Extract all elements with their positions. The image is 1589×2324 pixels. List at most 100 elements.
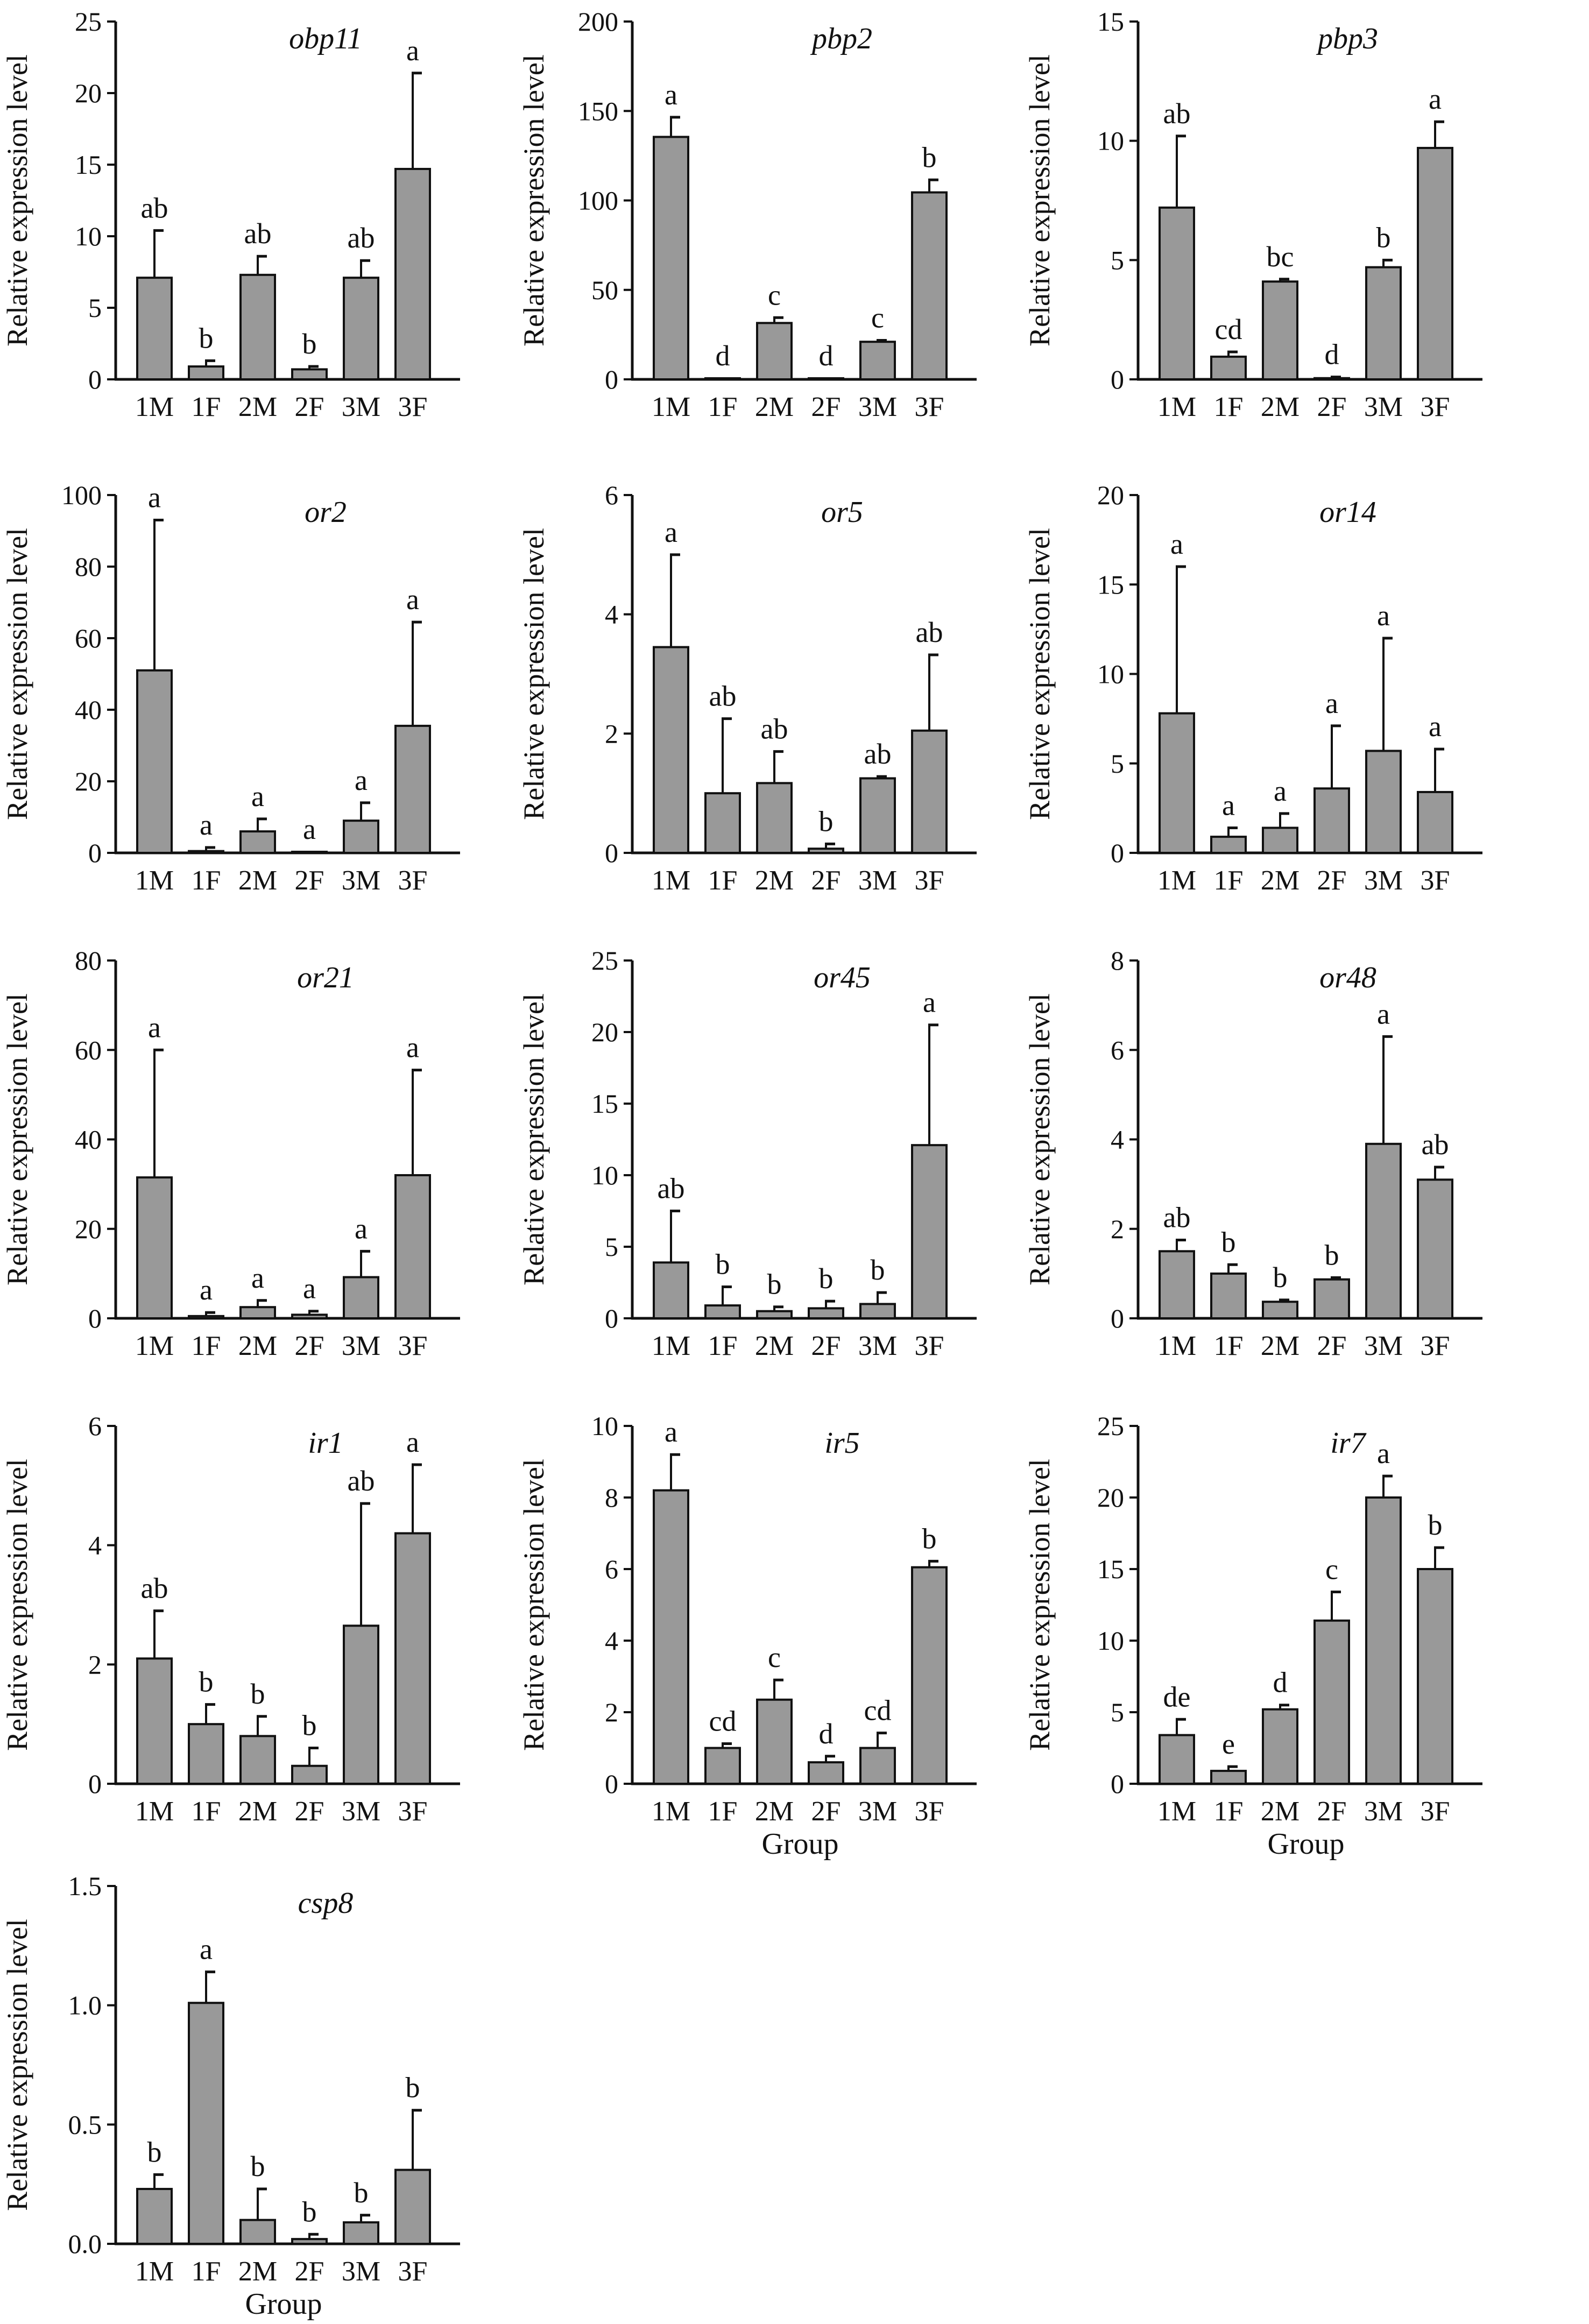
y-tick-label: 100 xyxy=(61,480,102,510)
significance-label: ab xyxy=(916,616,943,648)
panel-title: csp8 xyxy=(298,1887,354,1920)
significance-label: a xyxy=(406,1032,419,1064)
y-axis-title: Relative expression level xyxy=(518,528,550,820)
bar-2F xyxy=(1313,1619,1350,1785)
y-tick-label: 80 xyxy=(75,552,102,582)
y-tick-label: 15 xyxy=(1097,569,1124,599)
bar-1M xyxy=(653,1261,689,1320)
bar-2F xyxy=(291,2238,328,2245)
bar-2F xyxy=(808,847,844,854)
category-label: 1M xyxy=(652,1796,690,1827)
category-label: 1M xyxy=(135,865,174,896)
y-tick-label: 80 xyxy=(75,945,102,976)
y-tick-label: 0 xyxy=(1111,1769,1124,1799)
category-label: 3M xyxy=(342,1331,380,1361)
y-tick-label: 10 xyxy=(591,1411,618,1441)
y-tick-label: 0 xyxy=(88,838,102,868)
y-tick-label: 10 xyxy=(75,221,102,251)
category-label: 2M xyxy=(238,1331,277,1361)
significance-label: cd xyxy=(864,1694,892,1727)
bar-3F xyxy=(394,167,431,380)
y-tick-label: 5 xyxy=(1111,1697,1124,1727)
chart-panel-pbp2: 0 50 100 150 200 Relative expression level pbp… xyxy=(518,6,977,422)
significance-label: bc xyxy=(1267,241,1294,273)
bar-1M xyxy=(1159,1734,1195,1785)
significance-label: b xyxy=(819,805,834,837)
bar-3F xyxy=(1417,790,1453,854)
chart-panel-obp11: 0 5 10 15 20 25 Relative expression level obp11… xyxy=(1,6,460,422)
bar-3F xyxy=(394,1532,431,1785)
bar-3M xyxy=(859,341,896,380)
y-axis-title: Relative expression level xyxy=(1,1459,33,1751)
y-tick-label: 20 xyxy=(75,78,102,108)
y-tick-label: 0.5 xyxy=(68,2109,102,2139)
bar-1F xyxy=(1210,1272,1247,1319)
significance-label: c xyxy=(768,1641,781,1673)
category-label: 2M xyxy=(755,865,794,896)
bar-3F xyxy=(911,729,948,854)
significance-label: b xyxy=(406,2072,420,2104)
significance-label: b xyxy=(199,322,214,354)
category-label: 3M xyxy=(342,865,380,896)
category-label: 3M xyxy=(858,392,897,422)
x-axis-title: Group xyxy=(245,2287,322,2321)
y-tick-label: 1.5 xyxy=(68,1871,102,1901)
significance-label: c xyxy=(871,302,884,334)
significance-label: b xyxy=(251,1678,265,1710)
category-label: 3M xyxy=(1364,392,1403,422)
bar-2F xyxy=(808,1761,844,1785)
panel-title: ir7 xyxy=(1330,1426,1366,1460)
panel-title: or45 xyxy=(814,961,871,994)
bar-2F xyxy=(291,368,328,381)
y-axis-title: Relative expression level xyxy=(518,1459,550,1751)
bar-3F xyxy=(394,724,431,854)
category-label: 3F xyxy=(398,865,428,896)
y-tick-label: 10 xyxy=(591,1160,618,1190)
significance-label: b xyxy=(1221,1226,1236,1258)
y-tick-label: 0 xyxy=(1111,1303,1124,1333)
y-tick-label: 20 xyxy=(1097,1482,1124,1513)
category-label: 1M xyxy=(135,2256,174,2287)
significance-label: a xyxy=(1377,599,1390,632)
bar-2M xyxy=(756,1310,793,1319)
y-tick-label: 15 xyxy=(591,1089,618,1119)
y-tick-label: 1.0 xyxy=(68,1990,102,2021)
category-label: 2F xyxy=(811,392,841,422)
y-tick-label: 2 xyxy=(605,718,618,748)
significance-label: a xyxy=(406,583,419,616)
significance-label: a xyxy=(251,1262,264,1294)
bar-3M xyxy=(859,1747,896,1785)
category-label: 1F xyxy=(192,1796,221,1827)
significance-label: b xyxy=(147,2136,162,2168)
y-tick-label: 2 xyxy=(1111,1214,1124,1244)
category-label: 1F xyxy=(708,865,738,896)
category-label: 1M xyxy=(135,1796,174,1827)
significance-label: d xyxy=(819,1718,834,1750)
bar-2M xyxy=(756,782,793,854)
x-axis-title: Group xyxy=(1267,1827,1344,1861)
category-label: 2M xyxy=(755,392,794,422)
bar-1F xyxy=(188,1315,224,1319)
category-label: 1M xyxy=(135,392,174,422)
bar-3F xyxy=(394,1174,431,1319)
significance-label: d xyxy=(1273,1666,1288,1699)
y-axis-title: Relative expression level xyxy=(1,54,33,347)
category-label: 2F xyxy=(295,1331,324,1361)
category-label: 2F xyxy=(1317,1331,1347,1361)
bar-1M xyxy=(1159,1250,1195,1319)
y-tick-label: 0 xyxy=(605,364,618,394)
bar-1M xyxy=(136,1176,173,1319)
category-label: 3F xyxy=(1421,865,1450,896)
significance-label: b xyxy=(199,1666,214,1698)
category-label: 1M xyxy=(1157,865,1196,896)
category-label: 3F xyxy=(915,865,944,896)
significance-label: a xyxy=(1325,687,1338,719)
y-tick-label: 0 xyxy=(1111,838,1124,868)
bar-1M xyxy=(1159,712,1195,854)
y-tick-label: 5 xyxy=(1111,748,1124,779)
significance-label: de xyxy=(1163,1680,1191,1713)
category-label: 2F xyxy=(811,865,841,896)
